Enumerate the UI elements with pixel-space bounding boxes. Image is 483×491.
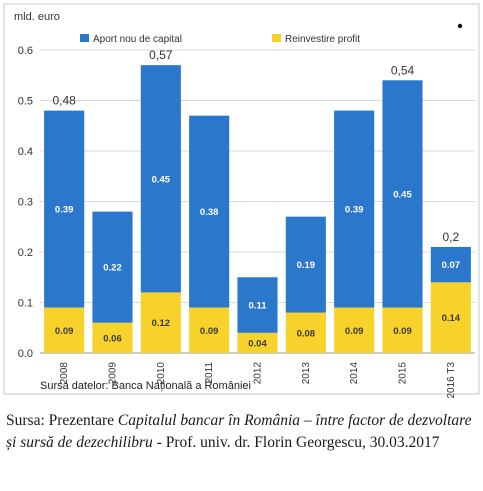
bar-segment-aport: [237, 277, 278, 333]
y-axis-label: mld. euro: [14, 11, 60, 23]
bar-segment-aport: [92, 211, 133, 323]
data-label-reinvestire: 0.09: [55, 326, 74, 337]
data-label-aport: 0.38: [200, 207, 219, 218]
y-tick-label: 0.5: [18, 96, 33, 108]
legend-swatch-reinvestire: [272, 34, 281, 42]
bar-segment-aport: [430, 246, 471, 283]
y-tick-label: 0.1: [18, 298, 33, 310]
data-label-reinvestire: 0.12: [152, 318, 171, 329]
data-label-reinvestire: 0.08: [297, 328, 316, 339]
data-label-aport: 0.19: [297, 260, 316, 271]
bar-segment-reinvestire: [382, 307, 423, 353]
legend-swatch-aport: [80, 34, 89, 42]
total-label: 0,2: [442, 230, 459, 244]
x-tick-label: 2013: [301, 362, 312, 385]
bar-segment-aport: [334, 110, 375, 308]
chart-svg: mld. euro Aport nou de capital Reinvestire…: [3, 3, 480, 399]
chart-source-note: Sursa datelor: Banca Națională a Românie…: [40, 380, 251, 392]
y-tick-label: 0.2: [18, 247, 33, 259]
x-tick-label: 2008: [59, 362, 70, 385]
legend-label-reinvestire: Reinvestire profit: [285, 34, 360, 45]
bar-segment-reinvestire: [189, 307, 230, 353]
bar-segment-reinvestire: [430, 282, 471, 353]
figure-caption: Sursa: Prezentare Capitalul bancar în Ro…: [6, 410, 476, 454]
data-label-reinvestire: 0.14: [442, 313, 461, 324]
chart-frame: [3, 3, 480, 395]
data-label-reinvestire: 0.09: [345, 326, 364, 337]
x-tick-label: 2012: [253, 362, 264, 385]
bar-segment-aport: [382, 80, 423, 308]
bar-segment-reinvestire: [285, 312, 326, 353]
bar-segment-reinvestire: [92, 322, 133, 353]
caption-title: Capitalul bancar în România – între fact…: [6, 412, 472, 451]
caption-suffix: - Prof. univ. dr. Florin Georgescu, 30.0…: [152, 434, 440, 451]
y-tick-label: 0.6: [18, 45, 33, 57]
data-label-reinvestire: 0.09: [200, 326, 219, 337]
total-label: 0,57: [149, 48, 173, 62]
data-label-aport: 0.45: [152, 174, 171, 185]
data-label-aport: 0.45: [393, 189, 412, 200]
x-tick-label: 2010: [156, 362, 167, 385]
x-tick-label: 2011: [204, 362, 215, 384]
bar-segment-aport: [140, 65, 181, 293]
legend-label-aport: Aport nou de capital: [93, 34, 182, 45]
x-tick-label: 2016 T3: [446, 362, 457, 399]
caption-prefix: Sursa: Prezentare: [6, 412, 118, 429]
data-label-aport: 0.39: [345, 205, 364, 216]
x-tick-label: 2014: [349, 362, 360, 385]
bar-segment-aport: [285, 216, 326, 313]
data-label-aport: 0.39: [55, 205, 74, 216]
bar-segment-reinvestire: [334, 307, 375, 353]
bar-segment-aport: [44, 110, 85, 308]
bar-segment-reinvestire: [44, 307, 85, 353]
x-tick-label: 2009: [108, 362, 119, 385]
data-label-aport: 0.11: [249, 301, 268, 312]
marker-dot: [457, 23, 463, 29]
chart-figure: mld. euro Aport nou de capital Reinvestire…: [3, 3, 480, 399]
data-label-reinvestire: 0.09: [393, 326, 412, 337]
bar-segment-aport: [189, 115, 230, 308]
data-label-reinvestire: 0.04: [248, 338, 267, 349]
y-tick-label: 0.4: [18, 146, 33, 158]
bar-segment-reinvestire: [237, 332, 278, 353]
y-tick-label: 0.0: [18, 348, 33, 360]
x-tick-label: 2015: [398, 362, 409, 385]
bar-segment-reinvestire: [140, 292, 181, 353]
total-label: 0,54: [391, 63, 415, 77]
data-label-aport: 0.07: [442, 260, 461, 271]
data-label-aport: 0.22: [103, 263, 122, 274]
y-tick-label: 0.3: [18, 197, 33, 209]
total-label: 0,48: [52, 94, 76, 108]
data-label-reinvestire: 0.06: [103, 333, 122, 344]
